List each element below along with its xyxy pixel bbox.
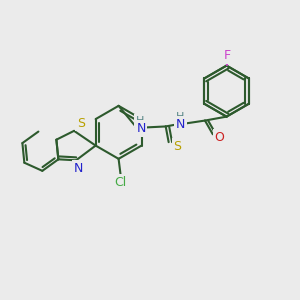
Text: N: N [73,162,83,175]
Text: F: F [224,49,231,62]
Text: N: N [176,118,185,131]
Text: O: O [215,131,225,144]
Text: S: S [77,116,85,130]
Text: Cl: Cl [114,176,127,189]
Text: H: H [176,112,184,122]
Text: H: H [136,116,144,126]
Text: N: N [136,122,146,135]
Text: S: S [173,140,181,153]
